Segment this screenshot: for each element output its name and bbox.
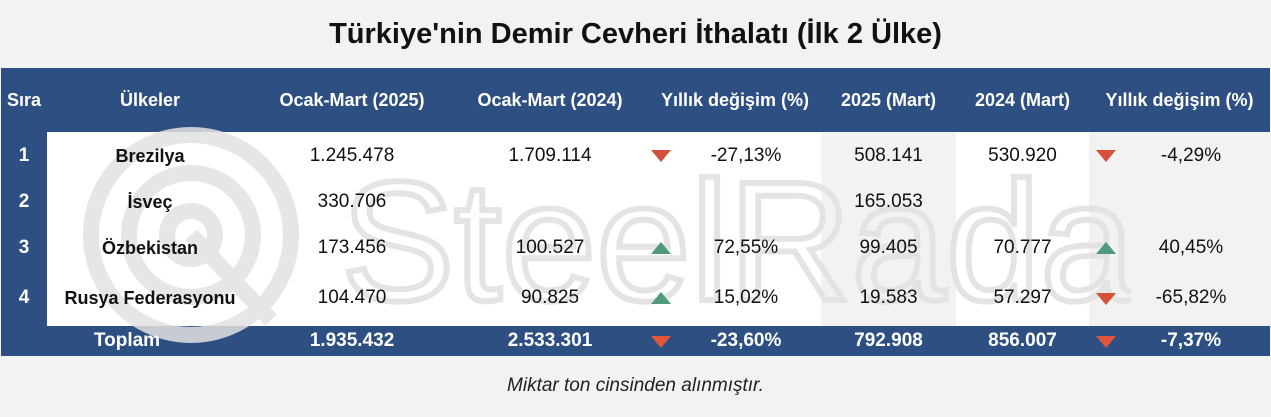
header-m2024: 2024 (Mart): [974, 89, 1071, 110]
trend-down-icon: [651, 150, 671, 162]
row-q2025: 104.470: [317, 287, 387, 308]
row-m2024: 57.297: [993, 287, 1052, 308]
row-q2024: 100.527: [515, 237, 585, 258]
trend-down-icon: [651, 336, 671, 348]
header-country: Ülkeler: [119, 89, 181, 110]
total-q2024: 2.533.301: [507, 330, 593, 351]
row-m-change: -65,82%: [1155, 287, 1227, 308]
total-m-change: -7,37%: [1160, 330, 1222, 351]
row-country: Özbekistan: [101, 237, 199, 258]
header-q-change: Yıllık değişim (%): [660, 89, 810, 110]
row-q-change: -27,13%: [710, 145, 782, 166]
row-country: İsveç: [127, 191, 173, 212]
row-rank: 2: [18, 191, 30, 212]
row-rank: 3: [18, 237, 30, 258]
table-title: Türkiye'nin Demir Cevheri İthalatı (İlk …: [329, 17, 942, 50]
total-label: Toplam: [93, 330, 161, 351]
column-band: [821, 132, 956, 326]
footnote: Miktar ton cinsinden alınmıştır.: [507, 375, 764, 396]
row-rank: 1: [18, 145, 30, 166]
row-q2025: 330.706: [317, 191, 387, 212]
header-m2025: 2025 (Mart): [840, 89, 937, 110]
row-q2025: 1.245.478: [309, 145, 395, 166]
trend-up-icon: [651, 292, 671, 304]
header-q2025: Ocak-Mart (2025): [279, 89, 425, 110]
row-m2025: 508.141: [854, 145, 923, 166]
trend-down-icon: [1096, 150, 1116, 162]
row-m-change: -4,29%: [1160, 145, 1222, 166]
row-m2024: 530.920: [988, 145, 1057, 166]
row-rank: 4: [18, 287, 30, 308]
row-m2025: 165.053: [854, 191, 923, 212]
row-q-change: 72,55%: [713, 237, 779, 258]
row-q-change: 15,02%: [713, 287, 779, 308]
header-m-change: Yıllık değişim (%): [1105, 89, 1254, 110]
trend-down-icon: [1096, 293, 1116, 305]
row-m-change: 40,45%: [1158, 237, 1224, 258]
total-q-change: -23,60%: [710, 330, 782, 351]
import-table: SteelRadar Sıra Ülkeler Ocak-Mart (2025)…: [1, 68, 1270, 356]
trend-down-icon: [1096, 336, 1116, 348]
row-country: Brezilya: [115, 145, 185, 166]
total-m2024: 856.007: [988, 330, 1057, 351]
total-m2025: 792.908: [854, 330, 923, 351]
row-m2024: 70.777: [993, 237, 1052, 258]
row-m2025: 99.405: [859, 237, 918, 258]
rank-column: [1, 132, 47, 326]
row-q2024: 90.825: [520, 287, 580, 308]
trend-up-icon: [651, 242, 671, 254]
header-rank: Sıra: [6, 89, 42, 110]
row-country: Rusya Federasyonu: [64, 287, 236, 308]
total-q2025: 1.935.432: [309, 330, 395, 351]
header-q2024: Ocak-Mart (2024): [477, 89, 623, 110]
row-m2025: 19.583: [859, 287, 918, 308]
header-row: [1, 68, 1270, 132]
row-q2025: 173.456: [317, 237, 387, 258]
row-q2024: 1.709.114: [508, 145, 592, 166]
column-band: [1089, 132, 1270, 326]
trend-up-icon: [1096, 242, 1116, 254]
